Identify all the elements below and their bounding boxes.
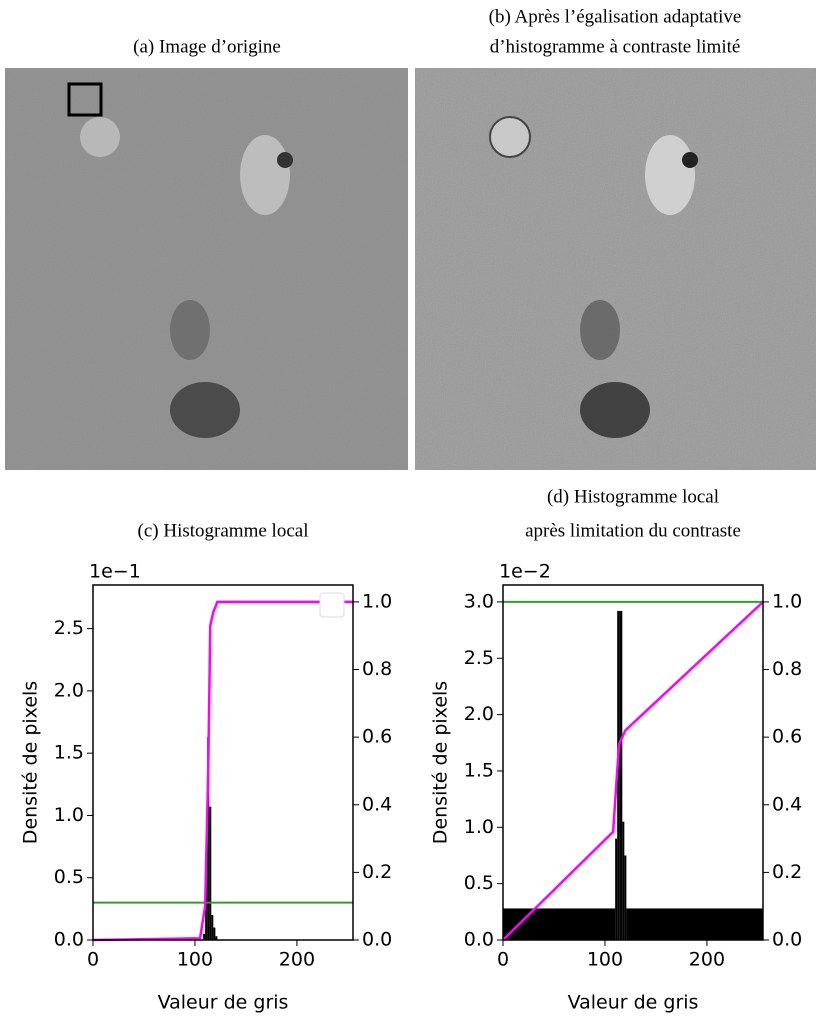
offset-label: 1e−1: [89, 561, 141, 583]
y-tick-label: 1.5: [464, 759, 494, 781]
y2-tick-label: 1.0: [772, 590, 802, 612]
y-tick-label: 3.0: [464, 590, 494, 612]
histogram-bar: [617, 610, 620, 940]
chart-title: (c) Histogramme local: [138, 520, 309, 541]
y2-tick-label: 0.0: [772, 929, 802, 951]
histogram-bar: [215, 936, 218, 940]
y2-tick-label: 0.4: [772, 793, 802, 815]
y2-tick-label: 0.2: [362, 861, 392, 883]
histogram-bar: [619, 610, 623, 940]
y-tick-label: 1.0: [54, 804, 84, 826]
histogram-bar: [503, 908, 616, 940]
y2-tick-label: 0.8: [362, 658, 392, 680]
y-axis-label: Densité de pixels: [430, 681, 452, 844]
y2-tick-label: 1.0: [362, 590, 392, 612]
image-b: [415, 68, 816, 470]
y-tick-label: 0.5: [54, 866, 84, 888]
x-axis-label: Valeur de gris: [568, 992, 699, 1014]
chart-title: (d) Histogramme local: [547, 486, 719, 507]
histogram-bar: [624, 855, 627, 940]
histogram-bar: [615, 838, 618, 940]
histogram-bar: [213, 927, 216, 940]
histogram-bar: [622, 821, 625, 940]
image-caption: (a) Image d’origine: [133, 36, 281, 57]
histogram-bar: [203, 933, 206, 940]
chart-title: après limitation du contraste: [525, 520, 741, 541]
y-tick-label: 2.0: [464, 703, 494, 725]
image-caption: d’histogramme à contraste limité: [490, 36, 741, 57]
y2-tick-label: 0.8: [772, 658, 802, 680]
x-tick-label: 200: [689, 949, 725, 971]
legend-box: [319, 592, 345, 618]
histogram-bar: [211, 915, 214, 940]
y-axis-label: Densité de pixels: [20, 681, 42, 844]
y2-tick-label: 0.0: [362, 929, 392, 951]
y-tick-label: 1.5: [54, 742, 84, 764]
image-a: [5, 68, 408, 470]
cdf-line: [92, 600, 353, 942]
histogram-bar: [626, 908, 763, 940]
offset-label: 1e−2: [499, 561, 551, 583]
x-tick-label: 200: [279, 949, 315, 971]
image-caption: (b) Après l’égalisation adaptative: [489, 6, 742, 27]
y-tick-label: 0.5: [464, 872, 494, 894]
histogram-bar: [209, 806, 212, 940]
y2-tick-label: 0.6: [772, 726, 802, 748]
histogram-bar: [205, 877, 208, 940]
y2-tick-label: 0.2: [772, 861, 802, 883]
y2-tick-label: 0.6: [362, 726, 392, 748]
cdf-line: [502, 600, 764, 941]
x-axis-label: Valeur de gris: [158, 992, 289, 1014]
plot-frame: [502, 584, 764, 941]
y2-tick-label: 0.4: [362, 793, 392, 815]
x-tick-label: 100: [587, 949, 623, 971]
x-tick-label: 0: [497, 949, 509, 971]
y-tick-label: 2.5: [54, 617, 84, 639]
x-tick-label: 0: [87, 949, 99, 971]
x-tick-label: 100: [177, 949, 213, 971]
plot-frame: [92, 584, 354, 941]
histogram-bar: [207, 736, 210, 940]
y-tick-label: 0.0: [464, 929, 494, 951]
y-tick-label: 1.0: [464, 816, 494, 838]
y-tick-label: 0.0: [54, 929, 84, 951]
y-tick-label: 2.0: [54, 679, 84, 701]
y-tick-label: 2.5: [464, 647, 494, 669]
